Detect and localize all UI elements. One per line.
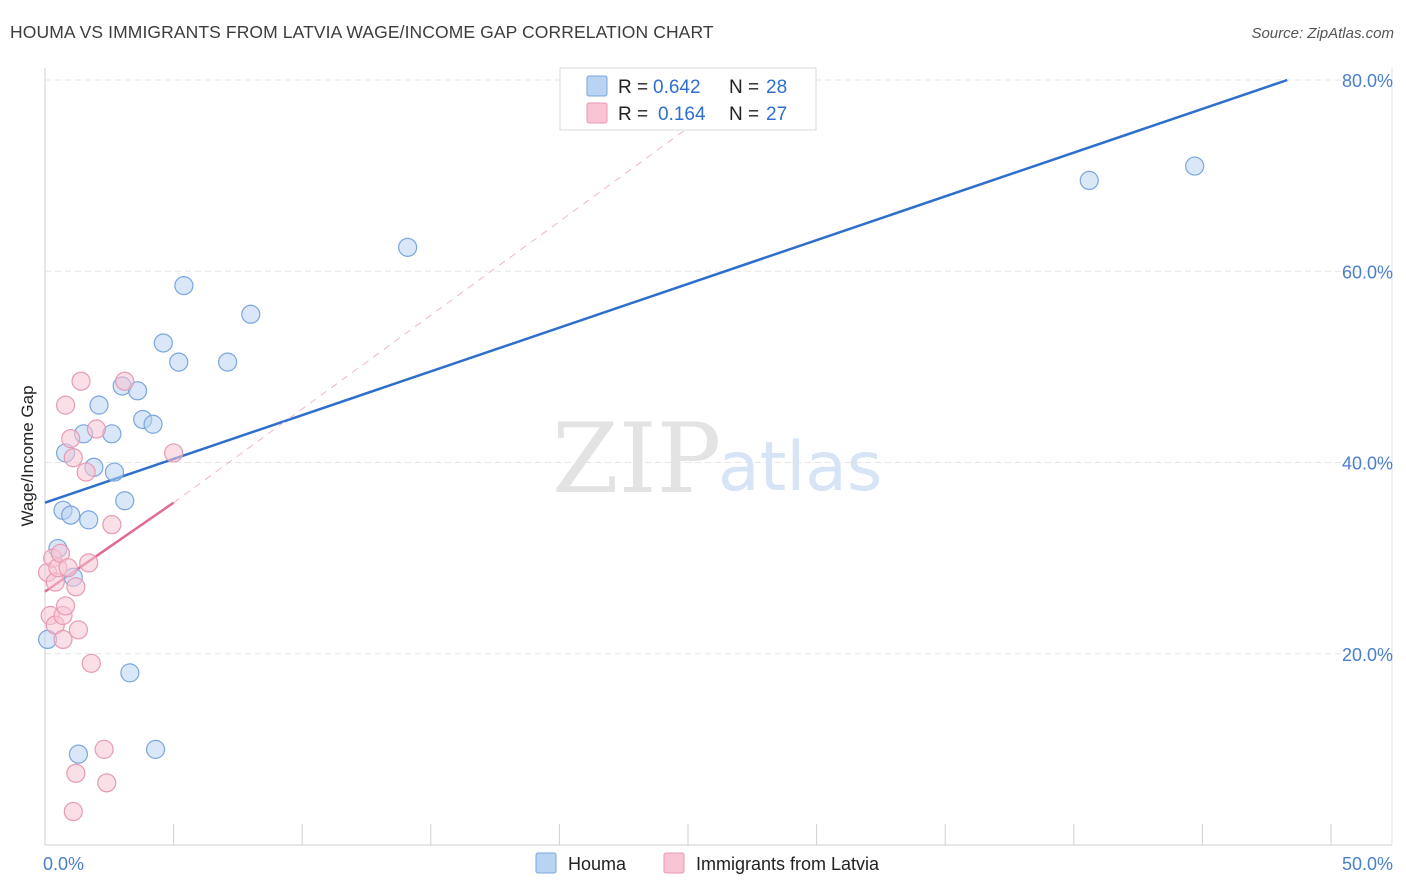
point-houma [1079,170,1099,191]
source-credit: Source: ZipAtlas.com [1251,25,1394,42]
point-houma [61,505,81,525]
legend-top-n-label: N = [729,104,759,125]
legend-label-latvia: Immigrants from Latvia [696,854,880,874]
point-latvia [115,371,135,391]
legend-top-r-value: 0.642 [653,77,701,98]
point-latvia [53,629,73,650]
point-latvia [71,371,91,391]
x-tick-label: 50.0% [1342,854,1393,874]
legend-top-swatch-houma [586,75,608,97]
x-tick-label: 0.0% [43,854,84,874]
points-layer [37,156,1205,822]
point-latvia [55,596,76,616]
point-houma [120,663,140,683]
point-latvia [55,395,76,415]
legend-top-n-label: N = [729,77,759,98]
point-houma [1185,156,1205,176]
watermark-zip: ZIP [552,403,721,515]
point-latvia [63,801,83,822]
watermark: ZIP atlas [552,403,882,515]
y-tick-label: 40.0% [1342,454,1393,474]
point-houma [398,237,418,257]
point-latvia [76,462,96,482]
legend-top: R = 0.642 N = 28 R = 0.164 N = 27 [559,67,817,131]
point-latvia [58,558,78,578]
point-latvia [63,448,83,468]
watermark-atlas: atlas [718,428,882,507]
point-latvia [94,739,114,759]
legend-label-houma: Houma [568,854,627,874]
trend-extension-latvia [173,127,689,504]
point-latvia [102,515,122,535]
axes-layer [44,68,1393,846]
point-houma [127,381,148,401]
point-latvia [81,653,101,673]
legend-top-swatch-latvia [586,102,608,124]
point-latvia [79,553,99,573]
legend-top-r-label: R = [618,77,648,98]
point-houma [68,744,89,764]
point-houma [145,739,166,759]
point-latvia [164,443,184,463]
legend-top-n-value: 28 [766,77,787,98]
legend-bottom: Houma Immigrants from Latvia [535,852,880,874]
point-latvia [68,620,89,640]
point-houma [218,352,238,372]
legend-swatch-latvia [663,852,685,874]
y-tick-label: 80.0% [1342,71,1393,91]
point-houma [143,414,163,434]
legend-top-n-value: 27 [766,104,787,125]
legend-top-r-value: 0.164 [658,104,706,125]
point-houma [169,352,189,372]
point-houma [115,491,135,511]
point-houma [104,462,125,482]
chart-title: HOUMA VS IMMIGRANTS FROM LATVIA WAGE/INC… [10,22,714,42]
point-latvia [86,419,107,439]
point-latvia [66,763,86,783]
legend-swatch-houma [535,852,557,874]
point-latvia [97,773,117,793]
trend-line-houma [44,78,1288,504]
point-houma [89,395,109,415]
ticks-layer: 20.0% 40.0% 60.0% 80.0% 0.0% 50.0% [43,71,1393,874]
point-latvia [61,428,81,449]
point-houma [174,275,194,296]
point-houma [153,333,173,353]
y-tick-label: 60.0% [1342,262,1393,282]
y-tick-label: 20.0% [1342,645,1393,665]
point-houma [241,304,261,324]
point-houma [79,510,99,530]
point-latvia [66,577,86,597]
legend-top-r-label: R = [618,104,648,125]
